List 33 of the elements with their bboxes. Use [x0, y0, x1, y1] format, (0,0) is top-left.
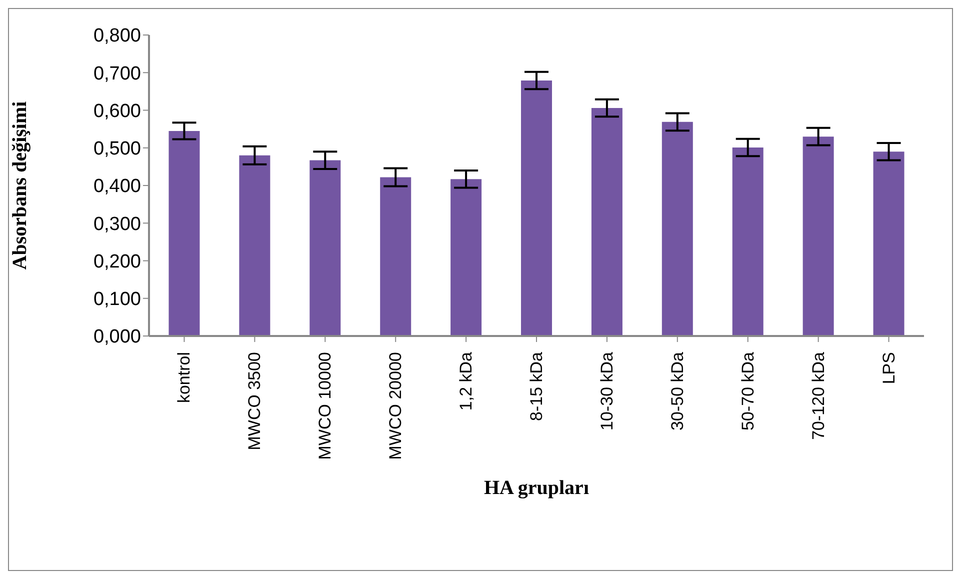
x-tick-label: 1,2 kDa	[456, 351, 476, 411]
y-tick-label: 0,100	[93, 289, 141, 310]
bar	[450, 179, 482, 336]
bar	[873, 152, 904, 336]
y-tick-label: 0,200	[93, 251, 141, 272]
bar	[239, 155, 270, 336]
y-tick-label: 0,600	[93, 100, 141, 122]
x-tick-label: MWCO 3500	[245, 352, 264, 450]
x-tick-label: 8-15 kDa	[527, 351, 546, 421]
x-tick-label: 10-30 kDa	[597, 351, 616, 430]
x-tick-label: LPS	[879, 352, 898, 384]
y-tick-label: 0,400	[93, 176, 141, 198]
x-axis-title: HA grupları	[484, 477, 590, 499]
x-tick-label: kontrol	[174, 352, 194, 404]
y-tick-label: 0,500	[93, 138, 141, 160]
x-tick-label: MWCO 10000	[316, 352, 335, 460]
bar	[591, 108, 622, 336]
bar	[310, 160, 341, 336]
bar	[802, 136, 834, 336]
y-tick-label: 0,700	[93, 63, 141, 84]
y-tick-label: 0,000	[93, 326, 141, 348]
y-tick-label: 0,800	[93, 26, 141, 47]
x-tick-label: 30-50 kDa	[668, 351, 687, 430]
bar	[168, 130, 200, 336]
bar	[380, 177, 412, 336]
bar	[732, 148, 764, 336]
x-tick-label: MWCO 20000	[386, 352, 406, 460]
bar	[521, 80, 552, 336]
x-tick-label: 70-120 kDa	[808, 351, 828, 440]
x-tick-label: 50-70 kDa	[738, 351, 758, 430]
y-tick-label: 0,300	[93, 214, 141, 235]
y-axis-title: Absorbans değişimi	[9, 100, 32, 270]
bar	[662, 122, 693, 336]
